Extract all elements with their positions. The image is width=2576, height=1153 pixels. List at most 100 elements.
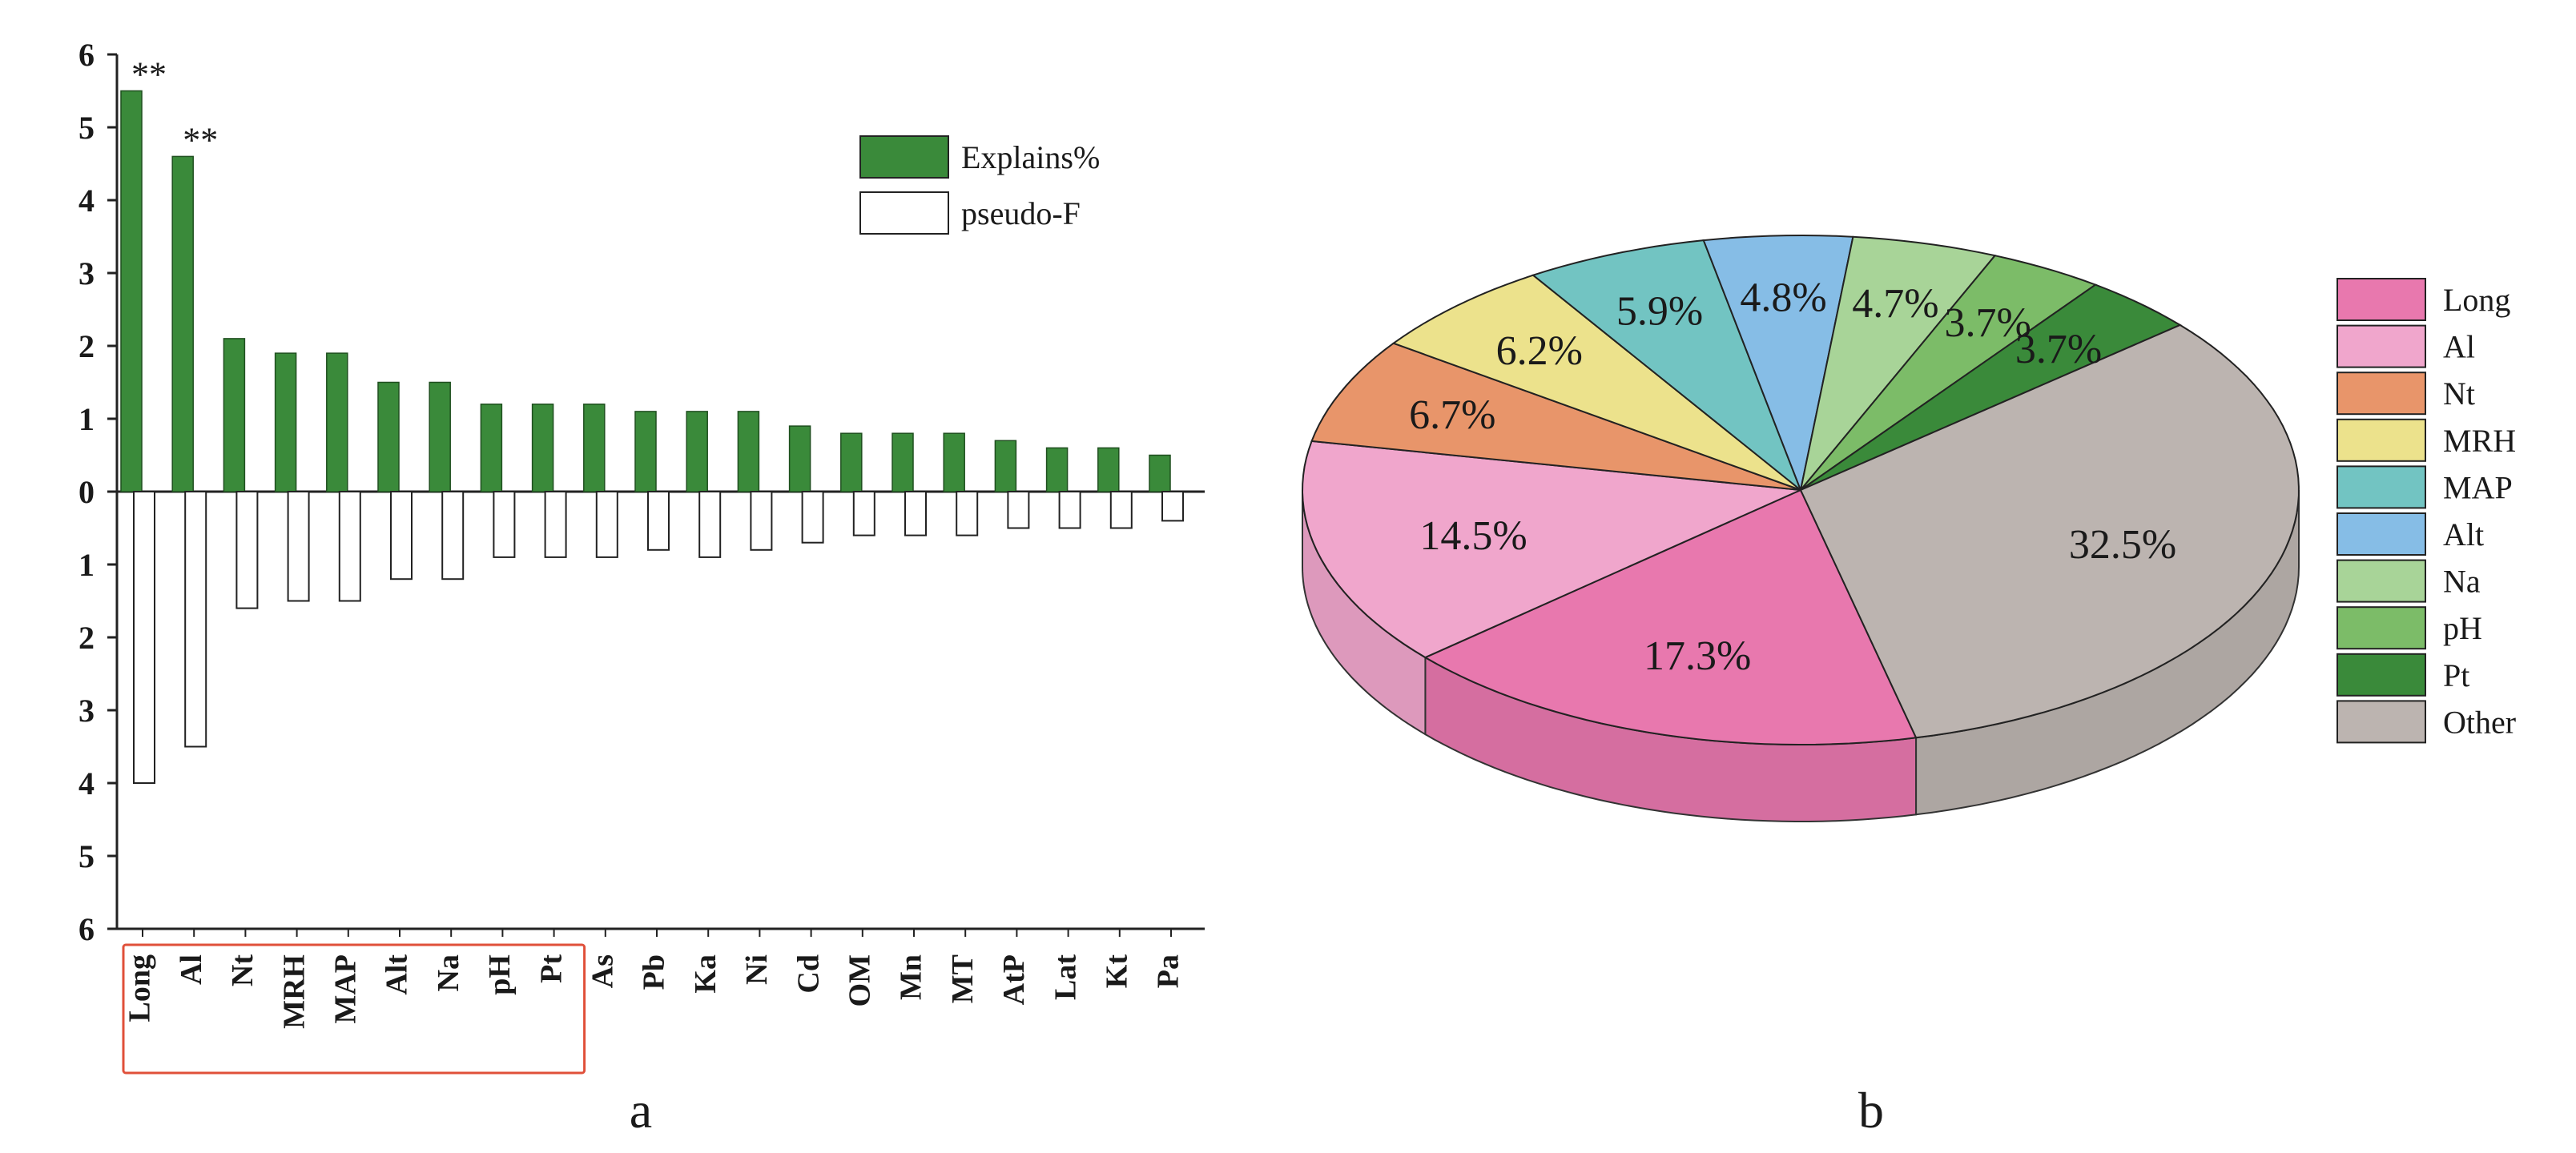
bar-pseudo-f-Al xyxy=(184,491,207,748)
bar-pseudo-f-Alt xyxy=(390,491,413,581)
pie-slice-MRH xyxy=(1391,274,1801,491)
pie-pct-label: 5.9% xyxy=(1616,289,1703,335)
pie-slice-Al xyxy=(1301,440,1804,659)
x-tick-label: Pa xyxy=(1152,954,1185,988)
bar-pseudo-f-MAP xyxy=(338,491,361,602)
pie-chart-labels: 17.3%14.5%6.7%6.2%5.9% 4.8% 4.7% 3.7%3.7%32… xyxy=(1409,275,2176,679)
panel-label-a: a xyxy=(630,1082,652,1139)
x-tick-label: OM xyxy=(843,954,877,1006)
legend-label: Nt xyxy=(2443,376,2475,412)
bar-explains-Cd xyxy=(788,425,811,492)
x-tick-label: Kt xyxy=(1101,954,1134,989)
legend-swatch-Alt xyxy=(2337,512,2426,556)
legend-label: MAP xyxy=(2443,469,2513,505)
bar-pseudo-f-MT xyxy=(956,491,979,536)
x-tick-label: AtP xyxy=(997,954,1031,1005)
legend-swatch-Nt xyxy=(2337,372,2426,416)
bar-explains-Pa xyxy=(1149,454,1171,492)
bar-explains-Kt xyxy=(1097,447,1120,492)
y-tick-label: 1 xyxy=(78,547,95,583)
pie-slice-Alt xyxy=(1702,234,1854,493)
bar-chart-legend: Explains% pseudo-F xyxy=(859,135,1100,235)
x-tick-label: MRH xyxy=(277,954,311,1029)
bar-pseudo-f-Ni xyxy=(750,491,773,551)
x-tick-label: Pb xyxy=(638,954,671,990)
pie-slice-Nt xyxy=(1310,342,1801,491)
bar-pseudo-f-OM xyxy=(852,491,875,536)
legend-label: Alt xyxy=(2443,516,2484,552)
x-tick-label: Long xyxy=(123,954,157,1022)
legend-label: Long xyxy=(2443,282,2510,318)
x-tick-label: MT xyxy=(946,954,980,1003)
bar-pseudo-f-Pt xyxy=(544,491,567,558)
legend-swatch-pH xyxy=(2337,606,2426,650)
pie-pct-label: 17.3% xyxy=(1644,633,1751,679)
bar-pseudo-f-Nt xyxy=(235,491,259,609)
y-tick-label: 2 xyxy=(78,620,95,656)
x-tick-label: Ni xyxy=(740,954,774,985)
bar-explains-MT xyxy=(943,432,965,492)
legend-swatch-Na xyxy=(2337,559,2426,603)
x-tick-label: MAP xyxy=(329,954,363,1024)
pie-pct-label: 3.7% xyxy=(2015,327,2102,372)
legend-swatch-MAP xyxy=(2337,465,2426,509)
legend-label: Al xyxy=(2443,329,2475,365)
pie-chart-slices xyxy=(1301,234,2300,746)
legend-label: MRH xyxy=(2443,423,2516,459)
pie-chart-legend: Long Al Nt MRH MAP Alt Na pH Pt Other xyxy=(2337,278,2516,744)
pie-slice-Na xyxy=(1800,235,1997,491)
legend-label: Explains% xyxy=(961,139,1100,175)
pie-pct-label: 14.5% xyxy=(1419,513,1527,559)
bar-pseudo-f-Ka xyxy=(698,491,722,558)
pie-chart-panel: 17.3%14.5%6.7%6.2%5.9% 4.8% 4.7% 3.7%3.7%32… xyxy=(1301,234,2516,1139)
pie-pct-label: 32.5% xyxy=(2069,522,2176,568)
panel-label-b: b xyxy=(1858,1082,1884,1139)
x-tick-label: Pt xyxy=(534,954,568,983)
x-tick-label: Alt xyxy=(380,954,414,995)
bar-explains-Pb xyxy=(634,411,657,492)
y-tick-label: 6 xyxy=(78,37,95,73)
y-tick-label: 6 xyxy=(78,911,95,947)
x-tick-label: Ka xyxy=(689,954,722,994)
legend-label: pseudo-F xyxy=(961,195,1081,231)
legend-swatch-Al xyxy=(2337,324,2426,368)
y-tick-label: 4 xyxy=(78,765,95,801)
x-tick-label: Na xyxy=(432,954,465,991)
bar-pseudo-f-Long xyxy=(133,491,155,784)
x-tick-label: As xyxy=(586,954,620,988)
bar-explains-AtP xyxy=(994,440,1017,492)
legend-swatch-MRH xyxy=(2337,418,2426,462)
bar-pseudo-f-AtP xyxy=(1007,491,1030,529)
x-tick-label: Al xyxy=(175,954,208,985)
y-tick-label: 0 xyxy=(78,474,95,510)
significance-marker: ** xyxy=(131,55,167,94)
bar-pseudo-f-Pb xyxy=(647,491,670,551)
bar-pseudo-f-Lat xyxy=(1058,491,1081,529)
bar-explains-Ni xyxy=(737,411,760,492)
bar-pseudo-f-pH xyxy=(493,491,516,558)
legend-swatch-Long xyxy=(2337,278,2426,321)
bar-explains-Nt xyxy=(223,338,246,492)
pie-pct-label: 4.7% xyxy=(1852,281,1938,327)
bar-explains-OM xyxy=(840,432,863,492)
bar-explains-Mn xyxy=(892,432,914,492)
significance-marker: ** xyxy=(183,120,218,159)
bar-explains-Pt xyxy=(531,404,554,492)
y-tick-label: 5 xyxy=(78,110,95,146)
bar-explains-MAP xyxy=(326,352,348,492)
pie-pct-label: 6.2% xyxy=(1496,328,1583,374)
bar-chart-labels: 0 1 2 3 4 5 6 1 2 3 4 5 6 Long Al Nt MRH MAP Alt Na pH Pt As Pb… xyxy=(78,37,1185,1075)
bar-chart-marks xyxy=(120,90,1184,784)
legend-swatch xyxy=(859,135,949,179)
legend-label: pH xyxy=(2443,610,2482,646)
bar-explains-pH xyxy=(480,404,503,492)
legend-label: Na xyxy=(2443,564,2481,600)
pie-slice-Other xyxy=(1799,323,2300,739)
bar-explains-Na xyxy=(429,381,451,492)
x-tick-label: Lat xyxy=(1049,954,1082,1000)
highlight-box xyxy=(122,943,586,1075)
legend-label: Pt xyxy=(2443,657,2469,693)
y-tick-label: 2 xyxy=(78,328,95,364)
pie-pct-label: 4.8% xyxy=(1740,275,1826,321)
